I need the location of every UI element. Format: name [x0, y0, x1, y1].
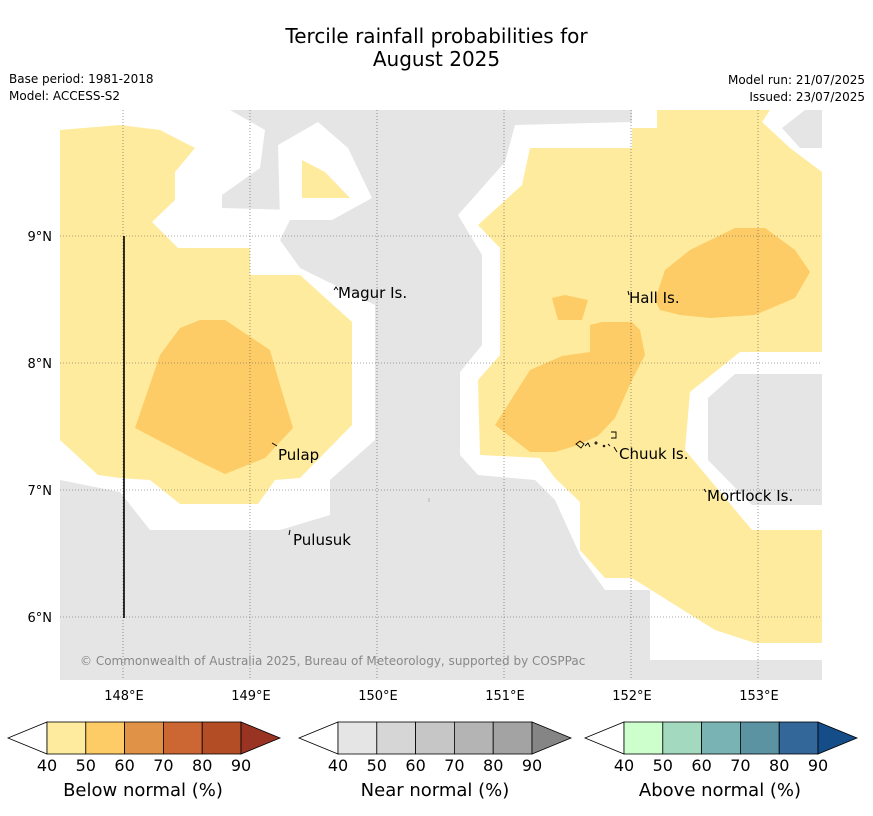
above-colorbar-tick: 60: [691, 756, 711, 775]
above-colorbar-tick: 80: [769, 756, 789, 775]
below-colorbar-tick: 60: [114, 756, 134, 775]
above-colorbar-segment: [740, 721, 780, 755]
near-colorbar-tick: 40: [328, 756, 348, 775]
above-colorbar-tick: 40: [614, 756, 634, 775]
near-colorbar-segment: [415, 721, 455, 755]
label-pulap: Pulap: [278, 446, 319, 464]
below-normal-colorbar: 40 50 60 70 80 90: [6, 721, 282, 775]
near-colorbar-over-triangle: [531, 721, 573, 755]
near-normal-label: Near normal (%): [360, 780, 510, 801]
near-colorbar-tick: 90: [522, 756, 542, 775]
unnamed-islet: [428, 498, 430, 502]
above-normal-colorbar: 40 50 60 70 80 90: [583, 721, 859, 775]
below-colorbar-segment: [124, 721, 164, 755]
lat-tick: 7°N: [28, 484, 53, 499]
map-title-line-2: August 2025: [372, 47, 501, 71]
below-normal-label: Below normal (%): [63, 780, 223, 801]
below-colorbar-segment: [85, 721, 126, 755]
map-title-line-1: Tercile rainfall probabilities for: [285, 24, 588, 48]
lon-tick: 149°E: [231, 689, 271, 704]
latitude-ticks: 9°N 8°N 7°N 6°N: [28, 230, 53, 626]
below-normal-60-chuuk: [495, 322, 645, 452]
copyright-text: © Commonwealth of Australia 2025, Bureau…: [80, 654, 585, 668]
near-normal-patch-east: [708, 374, 822, 505]
below-colorbar-segment: [201, 721, 242, 755]
above-colorbar-tick: 90: [808, 756, 828, 775]
lon-tick: 150°E: [358, 689, 398, 704]
below-colorbar-under-triangle: [6, 721, 48, 755]
above-colorbar-under-triangle: [583, 721, 625, 755]
above-colorbar-segment: [623, 721, 664, 755]
below-normal-60-small: [552, 295, 588, 320]
above-colorbar-tick: 50: [653, 756, 673, 775]
label-mortlock: Mortlock Is.: [707, 487, 793, 505]
lon-tick: 153°E: [739, 689, 779, 704]
below-colorbar-tick: 70: [153, 756, 173, 775]
pulusuk-island-shape: [288, 529, 291, 536]
near-normal-patch-ne: [782, 110, 822, 148]
mortlock-island-shape: [703, 488, 707, 493]
near-colorbar-segment: [492, 721, 533, 755]
below-colorbar-segment: [162, 721, 203, 755]
above-colorbar-segment: [662, 721, 702, 755]
model-run-text: Model run: 21/07/2025: [727, 73, 865, 87]
low-probability-gap-north: [278, 122, 372, 220]
near-normal-colorbar: 40 50 60 70 80 90: [297, 721, 573, 775]
base-period-text: Base period: 1981-2018: [9, 72, 154, 86]
issued-text: Issued: 23/07/2025: [749, 90, 865, 104]
magur-island-shape: [333, 286, 339, 291]
above-normal-label: Above normal (%): [638, 780, 802, 801]
near-colorbar-under-triangle: [297, 721, 339, 755]
below-colorbar-tick: 40: [37, 756, 57, 775]
label-chuuk: Chuuk Is.: [619, 445, 688, 463]
near-colorbar-tick: 70: [444, 756, 464, 775]
below-normal-60-northeast: [655, 228, 810, 318]
pulap-island-shape: [271, 442, 278, 447]
longitude-ticks: 148°E 149°E 150°E 151°E 152°E 153°E: [104, 689, 779, 704]
label-pulusuk: Pulusuk: [293, 531, 351, 549]
above-colorbar-over-triangle: [817, 721, 859, 755]
below-colorbar-tick: 50: [76, 756, 96, 775]
below-normal-50-north: [302, 160, 350, 198]
hall-island-shape: [627, 290, 630, 296]
lat-tick: 6°N: [28, 611, 53, 626]
label-magur: Magur Is.: [338, 284, 407, 302]
lon-tick: 151°E: [485, 689, 525, 704]
lon-tick: 148°E: [104, 689, 144, 704]
near-colorbar-tick: 60: [405, 756, 425, 775]
near-colorbar-tick: 80: [483, 756, 503, 775]
chuuk-lagoon-islands: [575, 431, 618, 453]
near-colorbar-segment: [376, 721, 416, 755]
lat-tick: 8°N: [28, 357, 53, 372]
near-colorbar-tick: 50: [367, 756, 387, 775]
near-colorbar-segment: [453, 721, 494, 755]
below-normal-60-west: [135, 320, 293, 474]
lon-tick: 152°E: [612, 689, 652, 704]
below-colorbar-tick: 80: [192, 756, 212, 775]
below-colorbar-segment: [46, 721, 87, 755]
above-colorbar-segment: [778, 721, 819, 755]
above-colorbar-tick: 70: [730, 756, 750, 775]
near-colorbar-segment: [337, 721, 378, 755]
label-hall: Hall Is.: [629, 289, 680, 307]
model-text: Model: ACCESS-S2: [9, 89, 121, 103]
graticule: [60, 110, 822, 680]
below-colorbar-over-triangle: [240, 721, 282, 755]
lat-tick: 9°N: [28, 230, 53, 245]
above-colorbar-segment: [701, 721, 741, 755]
probability-fields: [60, 110, 822, 680]
below-colorbar-tick: 90: [231, 756, 251, 775]
